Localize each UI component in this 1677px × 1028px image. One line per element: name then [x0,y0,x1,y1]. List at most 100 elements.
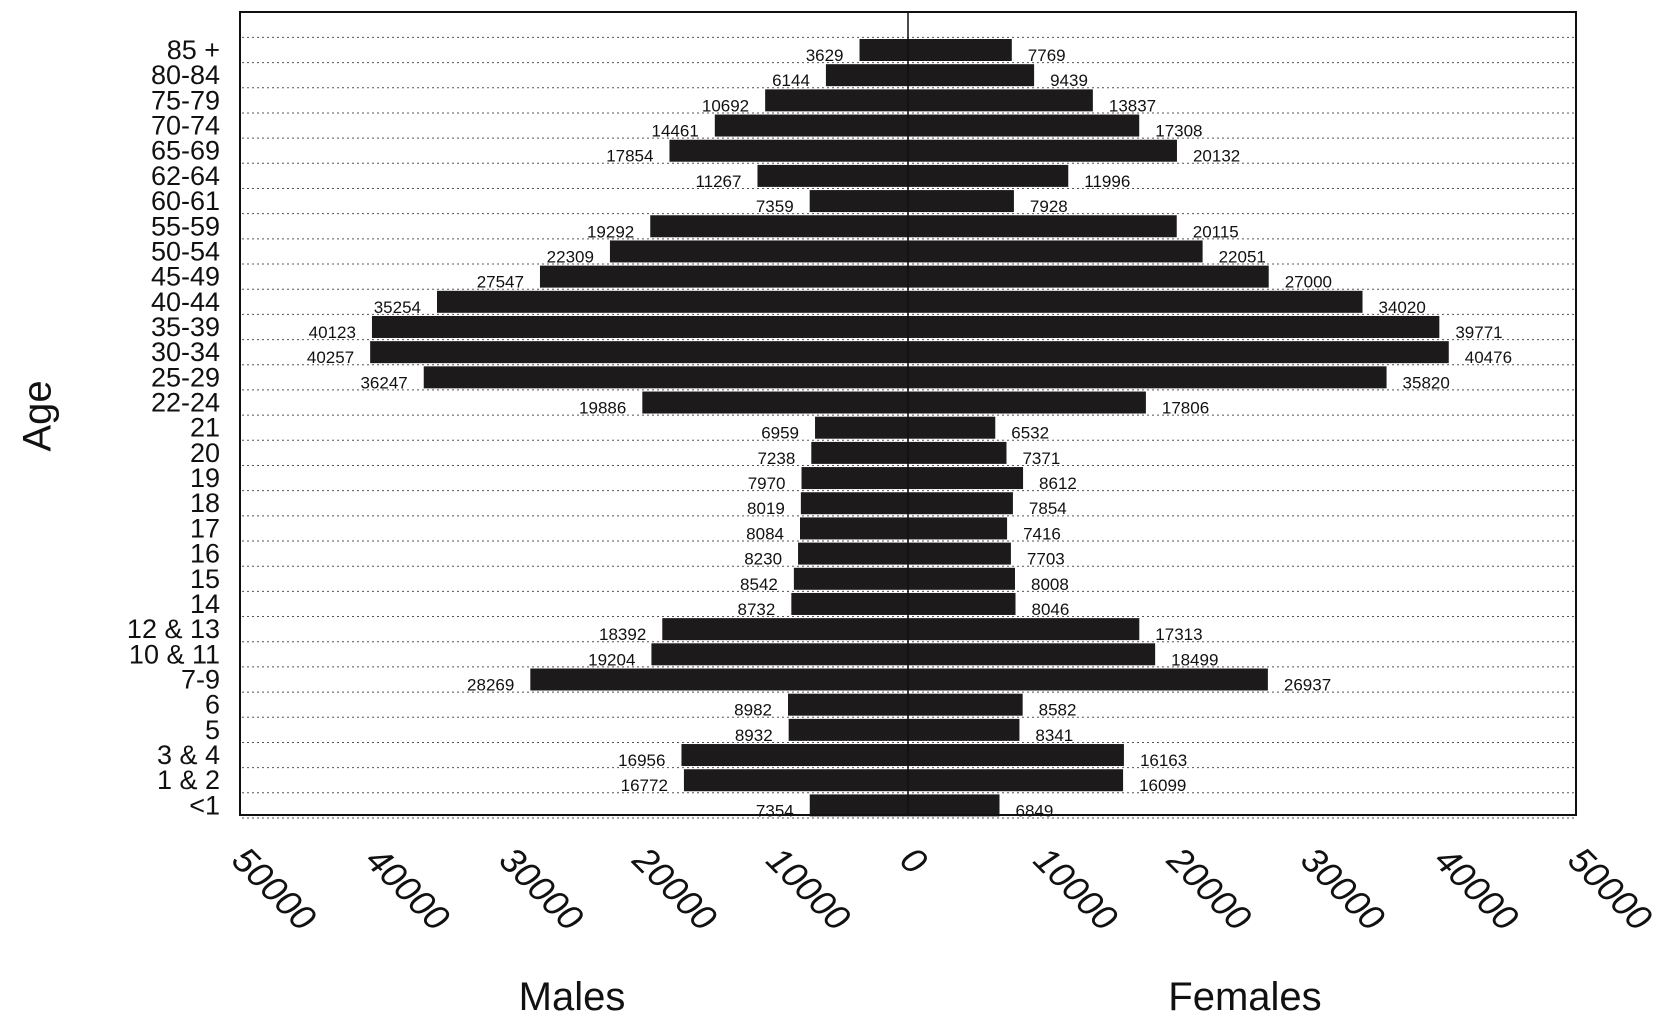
female-bar [908,542,1011,565]
male-value-label: 7359 [756,197,794,216]
age-category-label: 21 [190,413,220,443]
male-value-label: 19292 [587,222,634,241]
y-axis-title: Age [16,380,60,451]
male-bar [788,718,908,741]
male-value-label: 7354 [756,801,794,820]
male-value-label: 17854 [606,147,653,166]
age-category-label: 85 + [167,35,220,65]
male-bar [800,492,908,515]
female-bar [908,139,1177,162]
females-axis-title: Females [1168,975,1321,1019]
age-category-label: 65-69 [151,136,220,166]
female-bar [908,668,1268,691]
age-category-label: 60-61 [151,186,220,216]
male-bar [683,769,908,792]
male-value-label: 19886 [579,399,626,418]
x-tick-label: 10000 [759,839,859,939]
male-value-label: 6959 [761,424,799,443]
female-value-label: 8582 [1039,701,1077,720]
male-bar [793,567,908,590]
age-category-label: 19 [190,463,220,493]
age-category-label: 50-54 [151,236,220,266]
male-bar [811,441,908,464]
female-bar [908,618,1140,641]
male-value-label: 36247 [360,373,407,392]
age-category-label: 7-9 [181,665,220,695]
male-value-label: 8542 [740,575,778,594]
male-value-label: 16772 [621,776,668,795]
age-category-label: 55-59 [151,211,220,241]
female-value-label: 7854 [1029,499,1067,518]
female-bar [908,441,1007,464]
male-bar [423,366,908,389]
male-value-label: 18392 [599,625,646,644]
age-category-label: 22-24 [151,388,220,418]
male-bar [642,391,908,414]
male-value-label: 8732 [738,600,776,619]
female-bar [908,517,1008,540]
female-bar [908,794,1000,817]
male-value-label: 40123 [309,323,356,342]
x-tick-label: 20000 [1159,838,1259,938]
age-category-label: 62-64 [151,161,220,191]
bar-layer [370,39,1449,817]
female-value-label: 34020 [1379,298,1426,317]
age-category-label: 45-49 [151,262,220,292]
x-tick-label: 40000 [1427,839,1527,939]
female-value-label: 35820 [1403,373,1450,392]
male-value-label: 6144 [772,71,810,90]
female-bar [908,341,1449,364]
female-value-label: 8612 [1039,474,1077,493]
age-category-label: 5 [205,715,220,745]
male-bar [801,467,908,490]
male-value-label: 8982 [734,701,772,720]
male-value-label: 28269 [467,676,514,695]
age-category-label: 15 [190,564,220,594]
male-bar [714,114,908,137]
male-bar [662,618,908,641]
female-bar [908,467,1024,490]
female-value-label: 18499 [1171,650,1218,669]
male-value-label: 7238 [757,449,795,468]
age-category-label: 70-74 [151,111,220,141]
age-category-label: 17 [190,513,220,543]
male-bar [530,668,908,691]
age-category-label: 35-39 [151,312,220,342]
female-bar [908,64,1035,87]
female-bar [908,643,1156,666]
x-tick-label: 10000 [1026,839,1126,939]
male-bar [809,794,908,817]
male-bar [681,744,908,767]
female-value-label: 9439 [1050,71,1088,90]
male-value-label: 8019 [747,499,785,518]
female-bar [908,114,1140,137]
male-bar [609,240,908,263]
age-category-label: 14 [190,589,220,619]
female-bar [908,693,1023,716]
male-value-label: 7970 [748,474,786,493]
x-tick-layer: 50000 40000 30000 20000 10000 0 10000 20000 3000… [224,838,1660,938]
male-bar [815,416,908,439]
age-category-label: 10 & 11 [129,639,220,669]
x-tick-label: 30000 [1293,839,1393,939]
female-value-label: 40476 [1465,348,1512,367]
female-bar [908,240,1203,263]
male-bar [788,693,908,716]
male-bar [370,341,908,364]
female-value-label: 11996 [1084,172,1130,191]
males-axis-title: Males [519,975,626,1019]
female-value-label: 8341 [1035,726,1073,745]
female-bar [908,190,1014,213]
age-category-label: 25-29 [151,362,220,392]
x-tick-label: 50000 [224,839,324,939]
age-category-label: 20 [190,438,220,468]
male-value-label: 22309 [547,247,594,266]
female-value-label: 7371 [1022,449,1060,468]
male-bar [791,592,908,615]
male-value-label: 40257 [307,348,354,367]
female-value-label: 16163 [1140,751,1187,770]
female-bar [908,592,1016,615]
female-value-label: 17806 [1162,399,1209,418]
